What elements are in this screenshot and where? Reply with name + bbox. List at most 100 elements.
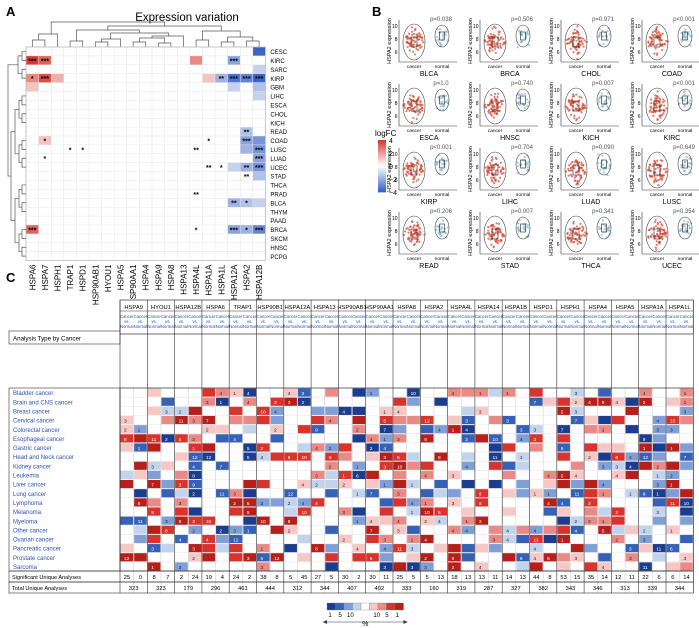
cancer-point	[403, 167, 406, 170]
up-cell	[338, 534, 352, 544]
subheader-a: Cancer	[243, 314, 257, 319]
normal-point	[517, 227, 520, 230]
cancer-point	[659, 177, 662, 181]
cell-count: 2	[370, 446, 373, 452]
y-tick-label: 6	[638, 114, 641, 120]
column-label: HYOU1	[104, 264, 113, 292]
down-cell	[270, 434, 284, 443]
heatmap-cell	[189, 55, 203, 65]
total-count: 346	[593, 586, 603, 592]
cancer-point	[656, 229, 659, 233]
cell-count: 10	[261, 519, 267, 525]
cancer-point	[497, 92, 500, 95]
subheader-c: Normal	[338, 324, 352, 329]
down-cell	[175, 534, 188, 544]
y-tick-label: 10	[554, 24, 560, 30]
up-cell	[393, 397, 407, 406]
subheader-c: Normal	[188, 324, 202, 329]
legend-gradient-step	[378, 174, 386, 177]
up-cell	[297, 452, 311, 461]
cell-count: 9	[438, 455, 441, 461]
group-label-cancer: cancer	[407, 128, 422, 134]
down-cell	[652, 434, 666, 443]
cancer-point	[499, 176, 502, 179]
up-cell	[297, 507, 311, 516]
cancer-point	[648, 168, 651, 171]
subheader-b: vs.	[465, 319, 470, 324]
down-cell	[352, 434, 366, 443]
legend-gradient-step	[378, 180, 386, 183]
cancer-point	[497, 239, 500, 242]
subheader-a: Cancer	[188, 314, 202, 319]
cancer-point	[568, 237, 571, 240]
subheader-c: Normal	[120, 324, 134, 329]
p-value: p=0.740	[511, 81, 534, 87]
cancer-point	[412, 170, 415, 173]
up-cell	[420, 461, 434, 470]
gene-header: HSP90AA1	[365, 305, 394, 311]
cancer-row-label: Sarcoma	[13, 565, 38, 571]
up-cell	[584, 397, 598, 406]
y-tick-label: 10	[635, 216, 641, 222]
cell-count: 1	[192, 446, 195, 452]
cancer-box	[410, 228, 418, 240]
down-cell	[243, 452, 256, 461]
cancer-point	[578, 161, 581, 164]
up-cell	[202, 425, 216, 434]
cancer-point	[580, 163, 583, 166]
group-label-cancer: cancer	[407, 256, 422, 262]
up-cell	[475, 544, 489, 553]
y-tick-label: 6	[557, 178, 560, 184]
up-cell	[557, 452, 570, 461]
cell-count: 2	[615, 510, 618, 516]
y-tick-label: 8	[476, 101, 479, 107]
column-label: HSP90AB1	[91, 264, 100, 305]
cancer-point	[655, 44, 658, 47]
down-cell	[134, 525, 147, 534]
cancer-point	[406, 106, 409, 110]
cell-count: 2	[192, 556, 195, 562]
cancer-point	[580, 166, 583, 169]
up-cell	[284, 525, 297, 534]
normal-point	[684, 227, 687, 230]
row-label: STAD	[270, 175, 286, 181]
cancer-point	[657, 184, 660, 187]
cancer-point	[420, 171, 423, 174]
cancer-name: LUSC	[663, 199, 682, 206]
normal-point	[685, 155, 688, 159]
up-cell	[147, 534, 161, 544]
up-cell	[188, 516, 202, 525]
cancer-point	[653, 181, 656, 184]
group-label-normal: normal	[435, 128, 450, 134]
significant-count: 25	[397, 575, 403, 581]
cell-count: 1	[561, 537, 564, 543]
cell-count: 3	[479, 519, 482, 525]
up-cell	[338, 452, 352, 461]
cell-count: 12	[274, 556, 280, 562]
total-count: 339	[648, 586, 658, 592]
cancer-point	[498, 30, 501, 33]
column-label: HSPA12A	[230, 264, 239, 300]
cell-count: 10	[411, 391, 417, 397]
cell-count: 4	[465, 464, 468, 470]
down-cell	[175, 406, 188, 415]
heatmap-cell	[252, 171, 266, 181]
cancer-point	[419, 100, 422, 104]
cancer-point	[406, 167, 409, 170]
legend-gradient-step	[378, 154, 386, 157]
up-cell	[570, 544, 584, 553]
subheader-a: Cancer	[298, 314, 312, 319]
cancer-point	[648, 174, 651, 177]
normal-point	[603, 228, 606, 231]
cancer-point	[655, 243, 658, 246]
normal-point	[603, 99, 607, 102]
cell-count: 8	[520, 556, 523, 562]
cancer-point	[487, 110, 490, 113]
cancer-point	[497, 101, 501, 104]
down-cell	[297, 534, 311, 544]
cell-count: 3	[233, 528, 236, 534]
up-cell	[393, 452, 407, 461]
up-cell	[338, 480, 352, 489]
p-value: p=0.007	[592, 81, 615, 87]
down-cell	[530, 544, 543, 553]
